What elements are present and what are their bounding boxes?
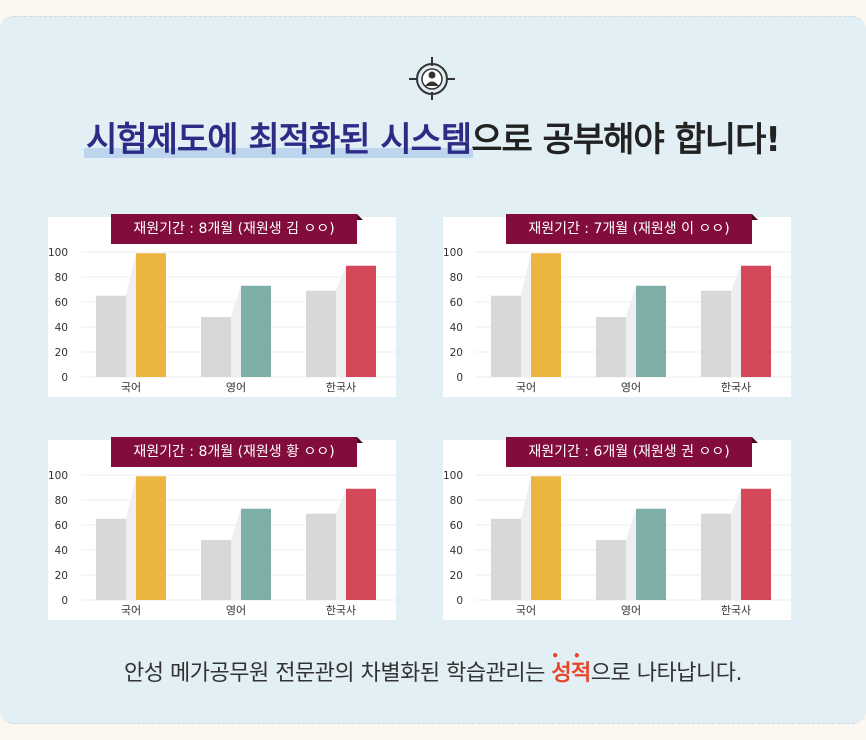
bar-shadow [626,285,636,377]
bar-shadow [336,488,346,600]
x-tick-label: 한국사 [326,381,356,394]
x-tick-label: 국어 [516,604,536,617]
bar-before [96,295,126,377]
bar-shadow [521,253,531,377]
score-chart-card: 0 20 40 60 80 100 국어 영어 한국사 재원기간 : 8개월 (재원생 김 ㅇㅇ… [48,214,396,397]
y-tick-label: 40 [450,545,463,557]
headline-rest: 으로 공부해야 합니다! [471,120,781,160]
target-person-icon [409,57,455,100]
bar-shadow [336,265,346,377]
bar-after [741,488,771,600]
footer-text-before: 안성 메가공무원 전문관의 차별화된 학습관리는 [124,661,552,686]
bar-after [531,476,561,600]
bar-shadow [731,488,741,600]
x-tick-label: 영어 [621,604,641,617]
headline: 시험제도에 최적화된 시스템으로 공부해야 합니다! [0,112,866,161]
y-tick-label: 20 [55,347,68,359]
y-tick-label: 60 [450,520,463,532]
bar-before [491,295,521,377]
x-tick-label: 국어 [121,604,141,617]
bar-before [596,540,626,600]
bar-before [201,540,231,600]
chart-title: 재원기간 : 6개월 (재원생 권 ㅇㅇ) [506,437,758,467]
y-tick-label: 0 [456,372,463,384]
x-tick-label: 한국사 [721,381,751,394]
y-tick-label: 20 [55,570,68,582]
bar-shadow [231,508,241,600]
y-tick-label: 80 [450,272,463,284]
bar-after [346,488,376,600]
x-tick-label: 한국사 [721,604,751,617]
y-tick-label: 0 [61,372,68,384]
bar-shadow [231,285,241,377]
footer-text-after: 으로 나타납니다. [590,661,743,686]
bar-shadow [126,476,136,600]
y-tick-label: 100 [48,247,68,259]
bar-after [531,253,561,377]
score-chart-card: 0 20 40 60 80 100 국어 영어 한국사 재원기간 : 8개월 (재원생 황 ㅇㅇ… [48,437,396,620]
x-tick-label: 한국사 [326,604,356,617]
y-tick-label: 60 [55,297,68,309]
chart-title: 재원기간 : 7개월 (재원생 이 ㅇㅇ) [506,214,758,244]
bar-after [136,476,166,600]
bar-before [96,518,126,600]
y-tick-label: 0 [61,595,68,607]
footer-message: 안성 메가공무원 전문관의 차별화된 학습관리는 •• 성적으로 나타납니다. [0,649,866,687]
y-tick-label: 80 [55,495,68,507]
x-tick-label: 영어 [226,604,246,617]
y-tick-label: 20 [450,347,463,359]
bar-before [306,513,336,600]
bar-before [306,290,336,377]
bar-before [701,290,731,377]
bar-before [596,317,626,377]
score-bar-chart: 0 20 40 60 80 100 국어 영어 한국사 [443,470,791,617]
accent-dots: •• [551,649,595,663]
score-chart-card: 0 20 40 60 80 100 국어 영어 한국사 재원기간 : 6개월 (재원생 권 ㅇㅇ… [443,437,791,620]
score-bar-chart: 0 20 40 60 80 100 국어 영어 한국사 [48,247,396,394]
bar-shadow [731,265,741,377]
y-tick-label: 40 [55,545,68,557]
bar-after [636,285,666,377]
score-bar-chart: 0 20 40 60 80 100 국어 영어 한국사 [48,470,396,617]
y-tick-label: 60 [55,520,68,532]
footer-accent: •• 성적 [551,649,595,686]
bar-after [636,508,666,600]
bar-before [491,518,521,600]
y-tick-label: 100 [48,470,68,482]
bar-shadow [626,508,636,600]
y-tick-label: 80 [55,272,68,284]
score-bar-chart: 0 20 40 60 80 100 국어 영어 한국사 [443,247,791,394]
y-tick-label: 60 [450,297,463,309]
y-tick-label: 40 [55,322,68,334]
bar-after [241,285,271,377]
bar-shadow [521,476,531,600]
x-tick-label: 영어 [226,381,246,394]
y-tick-label: 0 [456,595,463,607]
x-tick-label: 영어 [621,381,641,394]
bar-after [346,265,376,377]
bar-after [241,508,271,600]
bar-shadow [126,253,136,377]
y-tick-label: 20 [450,570,463,582]
y-tick-label: 40 [450,322,463,334]
score-chart-card: 0 20 40 60 80 100 국어 영어 한국사 재원기간 : 7개월 (재원생 이 ㅇㅇ… [443,214,791,397]
headline-highlight: 시험제도에 최적화된 시스템 [84,120,474,160]
x-tick-label: 국어 [121,381,141,394]
bar-after [136,253,166,377]
chart-title: 재원기간 : 8개월 (재원생 황 ㅇㅇ) [111,437,363,467]
y-tick-label: 80 [450,495,463,507]
y-tick-label: 100 [443,247,463,259]
x-tick-label: 국어 [516,381,536,394]
bar-before [701,513,731,600]
bar-before [201,317,231,377]
bar-after [741,265,771,377]
y-tick-label: 100 [443,470,463,482]
chart-title: 재원기간 : 8개월 (재원생 김 ㅇㅇ) [111,214,363,244]
